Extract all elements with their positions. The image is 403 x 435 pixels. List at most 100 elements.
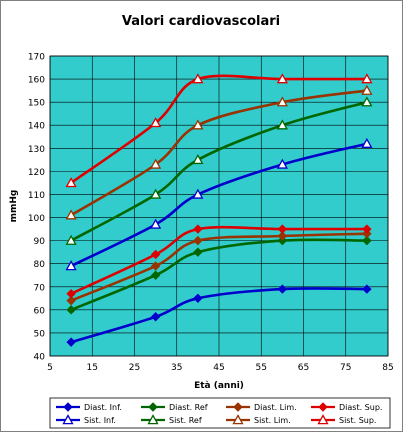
legend-item: Sist. Ref <box>141 414 202 425</box>
data-point <box>150 218 162 229</box>
data-point <box>362 224 372 234</box>
x-tick-label: 35 <box>171 363 182 373</box>
y-tick-label: 40 <box>34 353 46 363</box>
data-point <box>361 73 373 84</box>
legend-label: Diast. Lim. <box>254 403 297 412</box>
data-point <box>277 224 288 234</box>
data-point <box>361 84 373 95</box>
series-4 <box>66 224 372 299</box>
legend-marker <box>233 402 243 412</box>
data-point <box>65 177 77 188</box>
legend-label: Sist. Inf. <box>84 416 116 425</box>
legend-item: Diast. Ref <box>141 402 208 412</box>
data-point <box>150 117 162 128</box>
legend-item: Diast. Inf. <box>56 402 122 412</box>
data-point <box>277 284 288 294</box>
data-point <box>150 188 162 199</box>
data-point <box>276 73 288 84</box>
legend-item: Diast. Lim. <box>226 402 297 412</box>
data-point <box>193 293 203 304</box>
data-point <box>192 119 204 130</box>
data-point <box>276 96 288 107</box>
x-tick-label: 15 <box>87 363 98 373</box>
data-point <box>66 295 76 306</box>
series-7 <box>65 84 373 220</box>
y-tick-label: 60 <box>34 306 46 316</box>
legend-marker <box>148 402 158 412</box>
plot-border <box>49 55 389 357</box>
y-tick-label: 90 <box>34 237 46 247</box>
y-tick-label: 120 <box>28 168 45 178</box>
chart-title: Valori cardiovascolari <box>122 14 280 29</box>
legend-box <box>49 397 391 429</box>
data-point <box>361 96 373 107</box>
legend-marker <box>318 402 328 412</box>
legend-label: Diast. Ref <box>169 403 208 412</box>
data-point <box>362 235 372 246</box>
x-tick-label: 65 <box>298 363 309 373</box>
data-point <box>150 312 161 322</box>
legend-label: Diast. Inf. <box>84 403 122 412</box>
data-point <box>150 158 162 169</box>
x-tick-label: 25 <box>129 363 140 373</box>
data-point <box>361 137 373 148</box>
data-point <box>193 247 203 257</box>
data-point <box>66 288 76 299</box>
y-tick-label: 70 <box>34 283 46 293</box>
data-point <box>150 270 161 280</box>
data-point <box>192 188 204 199</box>
legend-marker <box>317 414 329 425</box>
legend-item: Sist. Inf. <box>56 414 116 425</box>
data-point <box>193 235 203 246</box>
data-point <box>150 261 161 271</box>
x-tick-label: 45 <box>213 363 224 373</box>
series-6 <box>65 96 373 245</box>
data-point <box>276 158 288 169</box>
legend-label: Sist. Lim. <box>254 416 291 425</box>
series-1 <box>66 284 372 347</box>
x-tick-label: 5 <box>47 363 53 373</box>
y-tick-label: 150 <box>28 99 45 109</box>
data-point <box>65 260 77 271</box>
data-point <box>362 284 372 294</box>
data-point <box>66 337 76 347</box>
y-tick-label: 50 <box>34 329 46 339</box>
legend-label: Sist. Sup. <box>339 416 376 425</box>
x-tick-label: 85 <box>382 363 393 373</box>
legend-marker <box>147 414 159 425</box>
legend-label: Sist. Ref <box>169 416 202 425</box>
legend: Diast. Inf. Diast. Ref Diast. Lim. Diast. S… <box>49 397 391 429</box>
y-tick-label: 100 <box>28 214 45 224</box>
data-point <box>276 119 288 130</box>
data-point <box>65 234 77 245</box>
data-point <box>65 209 77 220</box>
data-point <box>192 154 204 165</box>
data-point <box>192 73 204 84</box>
legend-marker <box>63 402 73 412</box>
legend-label: Diast. Sup. <box>339 403 382 412</box>
legend-item: Diast. Sup. <box>311 402 382 412</box>
y-tick-label: 130 <box>28 145 45 155</box>
legend-marker <box>232 414 244 425</box>
data-point <box>193 224 203 234</box>
x-tick-label: 55 <box>256 363 267 373</box>
x-tick-label: 75 <box>340 363 351 373</box>
x-axis-label: Età (anni) <box>194 381 244 391</box>
series-5 <box>65 137 373 271</box>
legend-marker <box>62 414 74 425</box>
series-8 <box>65 73 373 188</box>
plot-area <box>49 55 389 357</box>
data-point <box>150 249 161 260</box>
data-point <box>66 305 76 315</box>
legend-item: Sist. Lim. <box>226 414 291 425</box>
y-axis-label: mmHg <box>9 190 19 223</box>
y-tick-label: 80 <box>34 260 46 270</box>
y-tick-label: 160 <box>28 76 45 86</box>
series-2 <box>66 235 372 315</box>
y-tick-label: 140 <box>28 122 45 132</box>
legend-item: Sist. Sup. <box>311 414 376 425</box>
y-tick-label: 110 <box>28 191 45 201</box>
data-point <box>277 231 288 241</box>
